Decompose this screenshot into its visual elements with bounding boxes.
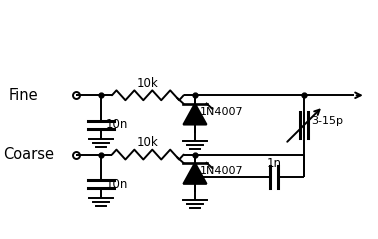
Text: 3-15p: 3-15p xyxy=(311,116,343,126)
Polygon shape xyxy=(183,103,206,125)
Text: 10k: 10k xyxy=(137,136,159,149)
Text: Coarse: Coarse xyxy=(3,147,54,162)
Text: 10n: 10n xyxy=(105,178,128,191)
Text: 1N4007: 1N4007 xyxy=(200,107,243,117)
Text: 1N4007: 1N4007 xyxy=(200,167,243,176)
Text: 1n: 1n xyxy=(267,157,282,170)
Text: 10n: 10n xyxy=(105,119,128,131)
Polygon shape xyxy=(183,163,206,184)
Text: 10k: 10k xyxy=(137,77,159,90)
Text: Fine: Fine xyxy=(8,88,38,103)
